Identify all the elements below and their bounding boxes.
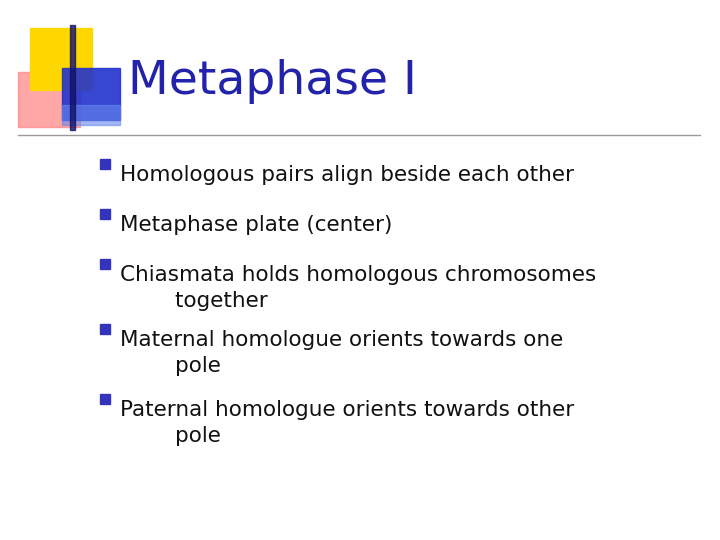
Text: Paternal homologue orients towards other
        pole: Paternal homologue orients towards other… <box>120 400 575 445</box>
Bar <box>30 28 92 90</box>
Bar <box>100 394 110 404</box>
Bar <box>70 25 75 130</box>
Text: Maternal homologue orients towards one
        pole: Maternal homologue orients towards one p… <box>120 330 563 376</box>
Bar <box>100 259 110 269</box>
Text: Metaphase I: Metaphase I <box>128 59 417 105</box>
Text: Chiasmata holds homologous chromosomes
        together: Chiasmata holds homologous chromosomes t… <box>120 265 596 310</box>
Text: Metaphase plate (center): Metaphase plate (center) <box>120 215 392 235</box>
Bar <box>100 159 110 169</box>
Bar <box>100 324 110 334</box>
Bar <box>100 209 110 219</box>
Bar <box>62 68 120 120</box>
Text: Homologous pairs align beside each other: Homologous pairs align beside each other <box>120 165 574 185</box>
Bar <box>18 72 80 127</box>
Bar <box>62 105 120 125</box>
